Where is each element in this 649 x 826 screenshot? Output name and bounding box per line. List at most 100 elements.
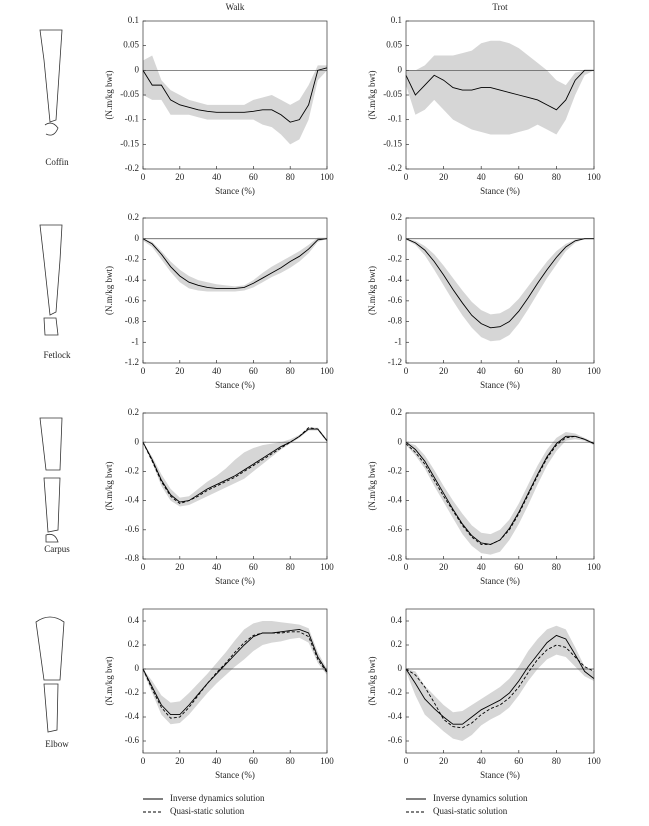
series-line xyxy=(142,67,328,123)
y-tick-label: -0.8 xyxy=(125,316,140,326)
y-tick-label: -0.15 xyxy=(383,138,402,148)
series-line xyxy=(405,644,595,729)
joint-label: Elbow xyxy=(45,739,69,749)
x-tick-label: 60 xyxy=(514,172,524,182)
y-axis-label: (N.m/kg bwt) xyxy=(104,266,114,315)
y-tick-label: -0.2 xyxy=(388,163,402,173)
x-axis-label: Stance (%) xyxy=(215,770,255,780)
y-tick-label: -0.2 xyxy=(125,465,139,475)
x-tick-label: 60 xyxy=(249,172,259,182)
x-tick-label: 80 xyxy=(286,562,296,572)
y-tick-label: 0.1 xyxy=(391,15,402,25)
plot-frame xyxy=(142,412,328,560)
y-tick-label: -0.2 xyxy=(125,253,139,263)
plot-frame xyxy=(405,412,595,560)
x-tick-label: 60 xyxy=(249,366,259,376)
x-axis-label: Stance (%) xyxy=(215,380,255,390)
x-tick-label: 60 xyxy=(514,756,524,766)
legend-label: Inverse dynamics solution xyxy=(170,793,265,803)
x-tick-label: 100 xyxy=(320,366,334,376)
y-tick-label: -0.4 xyxy=(125,711,140,721)
panel: -0.6 -0.4 -0.2 0 0.2 0.4 0 20 40 60 80 100 Stance (%… xyxy=(104,608,334,816)
series-line xyxy=(405,435,595,545)
y-tick-label: -0.05 xyxy=(383,89,402,99)
x-tick-label: 100 xyxy=(320,562,334,572)
y-axis-label: (N.m/kg bwt) xyxy=(367,657,377,706)
x-tick-label: 40 xyxy=(477,366,487,376)
x-tick-label: 80 xyxy=(286,366,296,376)
x-tick-label: 20 xyxy=(439,172,449,182)
y-tick-label: 0.1 xyxy=(128,15,139,25)
plot-frame xyxy=(142,608,328,754)
x-tick-label: 40 xyxy=(212,756,222,766)
x-tick-label: 0 xyxy=(141,562,146,572)
x-tick-label: 40 xyxy=(212,562,222,572)
x-tick-label: 40 xyxy=(477,172,487,182)
x-tick-label: 40 xyxy=(212,366,222,376)
legend-label: Quasi-static solution xyxy=(433,806,508,816)
confidence-band xyxy=(143,427,327,507)
x-tick-label: 100 xyxy=(587,366,601,376)
panel-title: Walk xyxy=(226,2,245,12)
x-axis-label: Stance (%) xyxy=(480,380,520,390)
x-tick-label: 100 xyxy=(320,172,334,182)
joint-label: Fetlock xyxy=(44,350,71,360)
y-tick-label: 0 xyxy=(135,233,140,243)
y-tick-label: -0.4 xyxy=(388,274,403,284)
y-tick-label: 0 xyxy=(135,663,140,673)
leg-sketch xyxy=(35,29,65,733)
y-tick-label: -0.8 xyxy=(388,553,403,563)
series-line xyxy=(405,634,595,725)
x-tick-label: 0 xyxy=(404,366,409,376)
x-tick-label: 80 xyxy=(286,756,296,766)
y-tick-label: -0.6 xyxy=(125,524,140,534)
y-tick-label: 0 xyxy=(398,436,403,446)
y-axis-label: (N.m/kg bwt) xyxy=(104,71,114,120)
plot-frame xyxy=(405,608,595,754)
y-axis-label: (N.m/kg bwt) xyxy=(104,657,114,706)
x-tick-label: 0 xyxy=(141,172,146,182)
series-line xyxy=(142,631,328,719)
y-tick-label: 0.4 xyxy=(128,615,140,625)
y-tick-label: 0.2 xyxy=(391,212,402,222)
x-tick-label: 100 xyxy=(320,756,334,766)
x-tick-label: 20 xyxy=(439,562,449,572)
x-tick-label: 20 xyxy=(175,562,185,572)
y-tick-label: -1.2 xyxy=(388,357,402,367)
x-axis-label: Stance (%) xyxy=(480,770,520,780)
confidence-band xyxy=(143,55,327,145)
confidence-band xyxy=(406,625,594,741)
y-tick-label: -0.15 xyxy=(120,138,139,148)
y-tick-label: -0.2 xyxy=(388,465,402,475)
panel-title: Trot xyxy=(492,2,508,12)
series-line xyxy=(405,238,594,329)
x-tick-label: 60 xyxy=(249,562,259,572)
panel: -0.6 -0.4 -0.2 0 0.2 0.4 0 20 40 60 80 100 Stance (%… xyxy=(367,608,601,816)
y-tick-label: 0 xyxy=(135,436,140,446)
x-tick-label: 60 xyxy=(514,366,524,376)
series-line xyxy=(142,628,328,716)
y-tick-label: -1.2 xyxy=(125,357,139,367)
y-tick-label: -0.6 xyxy=(388,524,403,534)
confidence-band xyxy=(406,238,594,342)
y-axis-label: (N.m/kg bwt) xyxy=(367,71,377,120)
y-tick-label: 0.2 xyxy=(391,407,402,417)
legend-label: Inverse dynamics solution xyxy=(433,793,528,803)
y-tick-label: -0.6 xyxy=(125,295,140,305)
x-tick-label: 100 xyxy=(587,562,601,572)
y-tick-label: -0.6 xyxy=(388,735,403,745)
x-tick-label: 0 xyxy=(404,756,409,766)
y-tick-label: -0.2 xyxy=(125,163,139,173)
y-tick-label: -0.8 xyxy=(388,316,403,326)
y-tick-label: 0.4 xyxy=(391,615,403,625)
y-tick-label: 0 xyxy=(398,233,403,243)
y-tick-label: 0 xyxy=(135,64,140,74)
y-tick-label: -0.6 xyxy=(388,295,403,305)
plot-frame xyxy=(405,217,595,364)
x-tick-label: 20 xyxy=(175,366,185,376)
panel: -0.8 -0.6 -0.4 -0.2 0 0.2 0 20 40 60 80 100 Stance (… xyxy=(104,407,334,586)
y-tick-label: -0.4 xyxy=(125,274,140,284)
confidence-band xyxy=(406,431,594,555)
x-axis-label: Stance (%) xyxy=(215,186,255,196)
